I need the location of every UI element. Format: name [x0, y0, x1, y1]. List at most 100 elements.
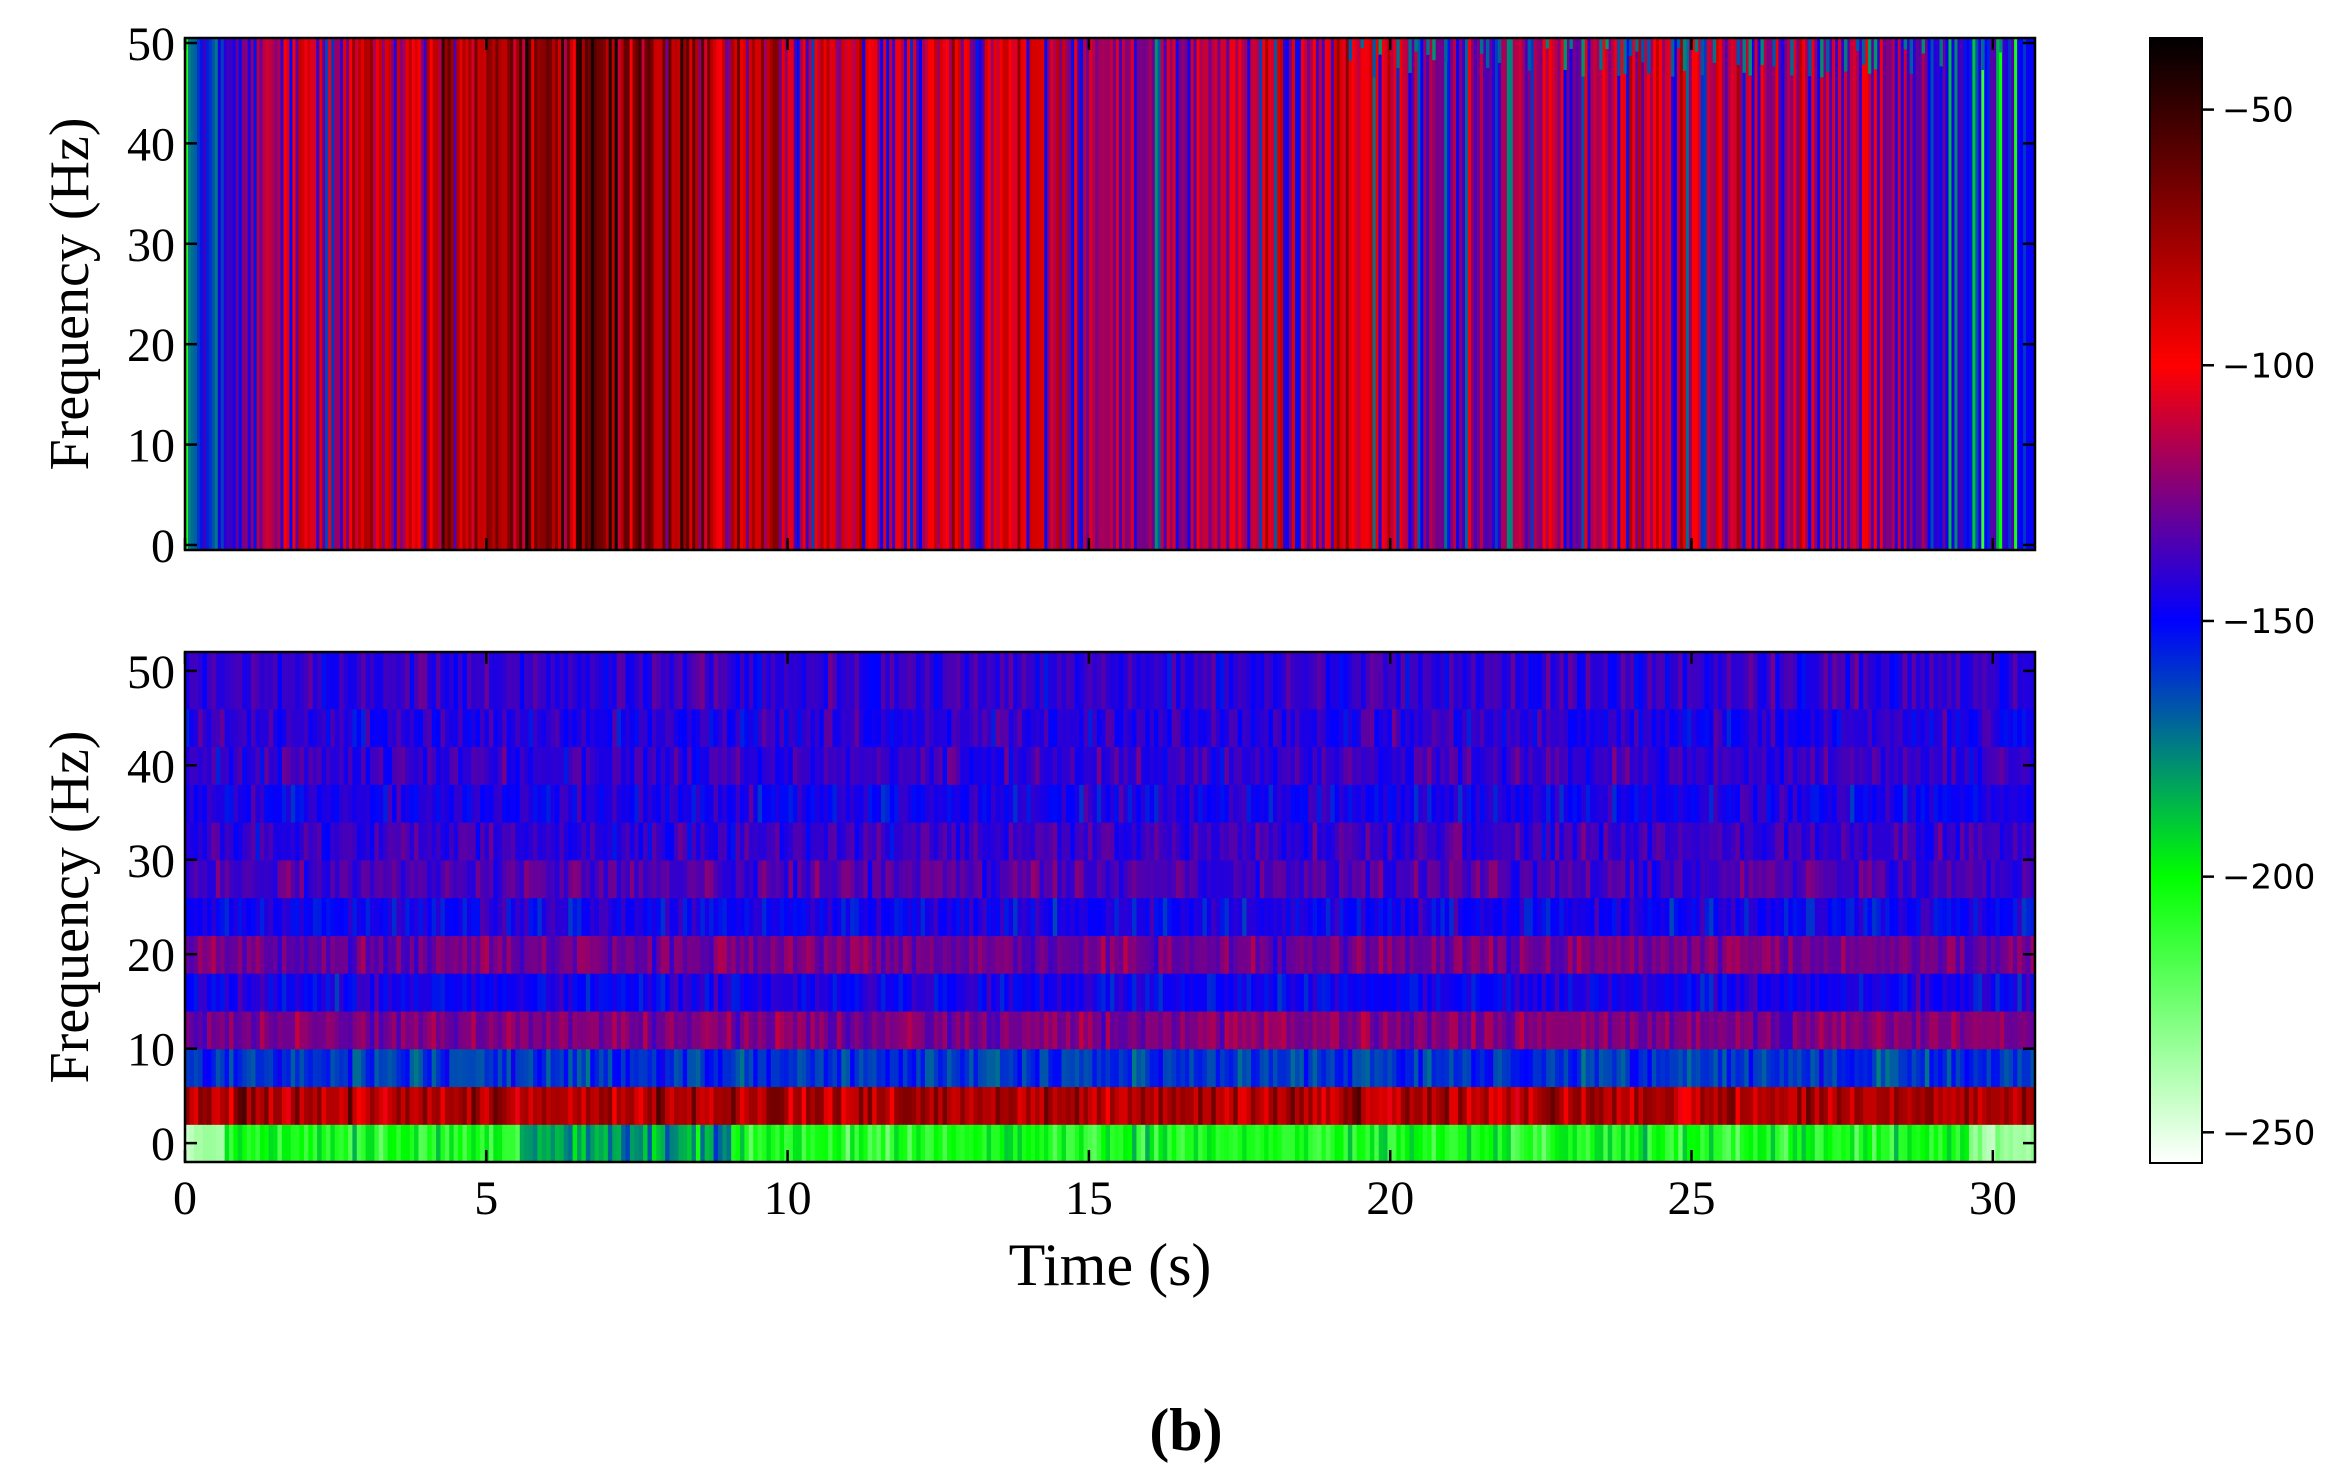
bottom-heatmap-cell — [1863, 859, 1869, 899]
bottom-heatmap-cell — [1021, 897, 1027, 936]
bottom-heatmap-cell — [726, 784, 732, 823]
bottom-heatmap-cell — [1576, 822, 1582, 861]
top-heatmap-cell — [1408, 38, 1412, 73]
bottom-heatmap-cell — [1228, 973, 1234, 1012]
bottom-heatmap-cell — [1744, 1048, 1750, 1088]
bottom-heatmap-cell — [277, 1010, 283, 1050]
bottom-heatmap-cell — [695, 897, 701, 936]
top-heatmap-cell — [778, 38, 783, 550]
bottom-heatmap-cell — [740, 973, 745, 1012]
bottom-heatmap-cell — [991, 822, 997, 861]
bottom-heatmap-cell — [788, 973, 794, 1012]
bottom-heatmap-cell — [933, 973, 939, 1012]
bottom-heatmap-cell — [1792, 822, 1798, 861]
top-heatmap-cell — [1927, 38, 1932, 550]
top-heatmap-cell — [1629, 38, 1633, 550]
bottom-heatmap-cell — [585, 897, 591, 936]
bottom-heatmap-cell — [788, 1124, 794, 1162]
bottom-heatmap-cell — [532, 746, 538, 785]
top-heatmap-cell — [1512, 38, 1517, 550]
bottom-heatmap-cell — [858, 1086, 864, 1125]
top-heatmap-cell — [1796, 38, 1800, 550]
bottom-heatmap-cell — [1118, 1124, 1124, 1162]
top-heatmap-cell — [393, 38, 398, 550]
bottom-heatmap-cell — [770, 1048, 776, 1088]
bottom-heatmap-cell — [577, 897, 583, 936]
bottom-heatmap-cell — [1920, 973, 1926, 1012]
bottom-heatmap-cell — [1902, 1124, 1908, 1162]
bottom-heatmap-cell — [1819, 897, 1825, 936]
bottom-heatmap-cell — [1409, 897, 1415, 936]
bottom-heatmap-cell — [1140, 935, 1146, 974]
bottom-heatmap-cell — [550, 859, 556, 899]
bottom-heatmap-cell — [1872, 859, 1878, 899]
bottom-heatmap-cell — [215, 1086, 221, 1125]
bottom-heatmap-cell — [1876, 822, 1882, 861]
bottom-heatmap-cell — [1008, 822, 1014, 861]
bottom-heatmap-cell — [885, 1048, 891, 1088]
bottom-heatmap-cell — [753, 935, 759, 974]
bottom-heatmap-cell — [506, 973, 512, 1012]
bottom-heatmap-cell — [370, 746, 375, 785]
bottom-heatmap-cell — [1471, 1124, 1477, 1162]
bottom-heatmap-cell — [1405, 822, 1411, 861]
bottom-heatmap-cell — [325, 746, 331, 785]
bottom-heatmap-cell — [237, 1124, 243, 1162]
top-heatmap-cell — [1691, 38, 1696, 550]
bottom-heatmap-cell — [889, 1086, 895, 1125]
top-heatmap-cell — [1178, 38, 1183, 550]
bottom-heatmap-cell — [1004, 822, 1010, 861]
bottom-heatmap-cell — [1885, 1048, 1891, 1088]
bottom-heatmap-cell — [898, 935, 904, 974]
bottom-heatmap-cell — [673, 859, 679, 899]
bottom-heatmap-cell — [1405, 1086, 1411, 1125]
bottom-heatmap-cell — [237, 897, 243, 936]
top-heatmap-cell — [877, 38, 881, 550]
bottom-heatmap-cell — [1620, 822, 1626, 861]
bottom-heatmap-cell — [1295, 973, 1300, 1012]
bottom-heatmap-cell — [361, 935, 367, 974]
top-heatmap-cell — [978, 38, 983, 550]
top-heatmap-cell — [1739, 38, 1744, 550]
bottom-heatmap-cell — [1669, 784, 1675, 823]
bottom-heatmap-cell — [1951, 784, 1957, 823]
bottom-heatmap-cell — [1942, 1086, 1948, 1125]
bottom-heatmap-cell — [1515, 822, 1521, 861]
bottom-heatmap-cell — [356, 859, 362, 899]
bottom-heatmap-cell — [1396, 935, 1402, 974]
bottom-heatmap-cell — [207, 897, 213, 936]
top-heatmap-cell — [716, 38, 720, 550]
bottom-heatmap-cell — [1347, 1048, 1353, 1088]
bottom-heatmap-cell — [273, 1010, 279, 1050]
bottom-heatmap-cell — [1607, 935, 1613, 974]
bottom-heatmap-cell — [1541, 1124, 1547, 1162]
bottom-heatmap-cell — [1176, 784, 1182, 823]
bottom-heatmap-cell — [436, 1010, 442, 1050]
bottom-heatmap-cell — [1092, 1086, 1098, 1125]
bottom-heatmap-cell — [273, 746, 279, 785]
bottom-heatmap-cell — [1629, 897, 1635, 936]
bottom-heatmap-cell — [1761, 897, 1767, 936]
bottom-heatmap-cell — [198, 1010, 204, 1050]
bottom-heatmap-cell — [1325, 859, 1331, 899]
bottom-heatmap-cell — [850, 1124, 856, 1162]
top-heatmap-cell — [1330, 38, 1335, 550]
bottom-heatmap-cell — [1691, 1010, 1697, 1050]
bottom-heatmap-cell — [647, 1124, 653, 1162]
bottom-heatmap-cell — [1581, 859, 1587, 899]
bottom-heatmap-cell — [1466, 897, 1472, 936]
bottom-heatmap-cell — [378, 1048, 384, 1088]
bottom-heatmap-cell — [709, 935, 715, 974]
top-heatmap-cell — [235, 38, 240, 550]
bottom-heatmap-cell — [1757, 859, 1763, 899]
bottom-heatmap-cell — [638, 1048, 644, 1088]
bottom-heatmap-cell — [1215, 1010, 1221, 1050]
bottom-heatmap-cell — [374, 1124, 380, 1162]
bottom-heatmap-cell — [1907, 1010, 1913, 1050]
bottom-heatmap-cell — [1559, 897, 1565, 936]
bottom-heatmap-cell — [1779, 935, 1785, 974]
bottom-heatmap-cell — [1365, 1010, 1371, 1050]
top-heatmap-cell — [701, 38, 705, 550]
bottom-heatmap-cell — [2030, 1048, 2035, 1088]
